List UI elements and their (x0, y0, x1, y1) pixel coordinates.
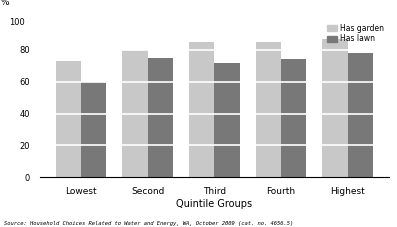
Text: Source: Household Choices Related to Water and Energy, WA, October 2009 (cat. no: Source: Household Choices Related to Wat… (4, 221, 293, 226)
Bar (122, 50, 148, 177)
X-axis label: Quintile Groups: Quintile Groups (176, 199, 252, 209)
Text: 100: 100 (9, 18, 25, 27)
Bar (214, 63, 240, 177)
Bar (281, 59, 306, 177)
Legend: Has garden, Has lawn: Has garden, Has lawn (326, 22, 385, 45)
Bar (256, 42, 281, 177)
Bar (322, 39, 348, 177)
Text: %: % (1, 0, 10, 7)
Bar (56, 61, 81, 177)
Bar (148, 58, 173, 177)
Bar (348, 53, 373, 177)
Bar (189, 42, 214, 177)
Bar (81, 82, 106, 177)
